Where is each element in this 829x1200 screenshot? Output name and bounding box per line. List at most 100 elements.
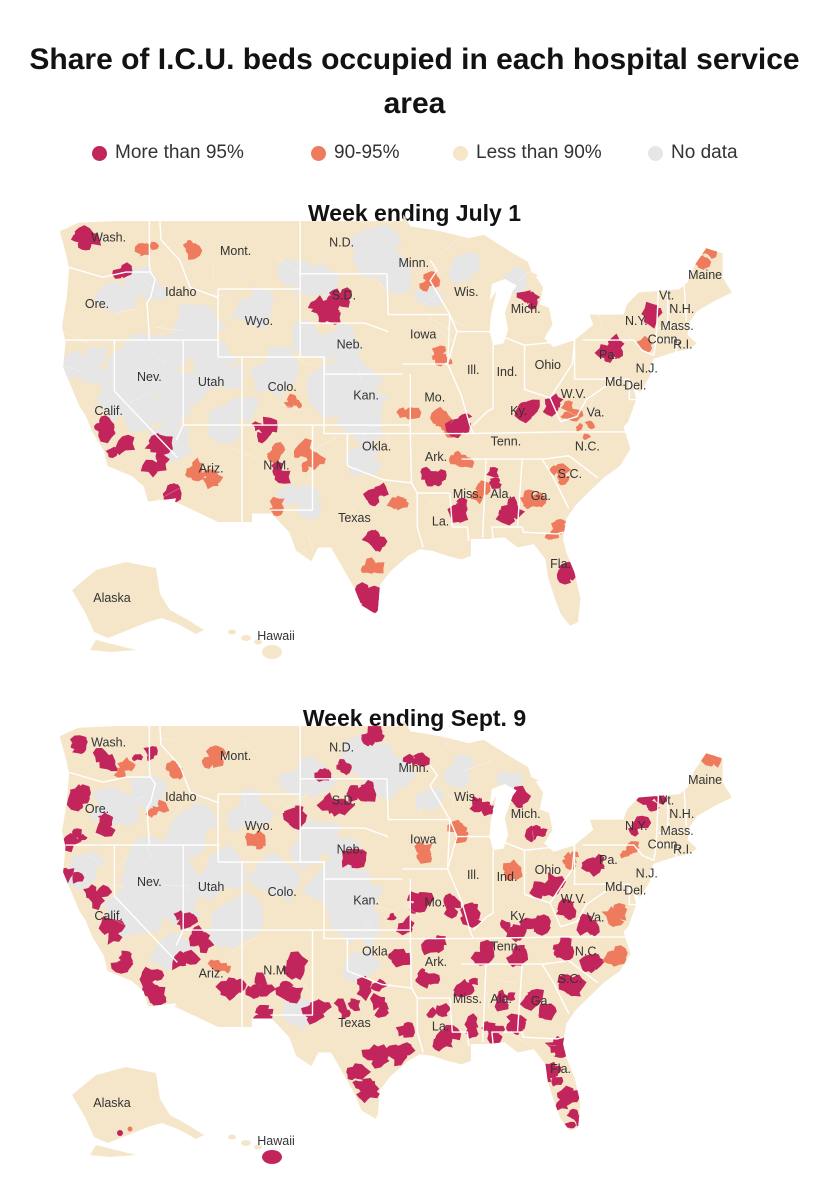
service-area-line bbox=[232, 501, 237, 503]
hotspot-high bbox=[366, 529, 380, 540]
hotspot-mid bbox=[292, 399, 302, 409]
state-border bbox=[217, 289, 243, 522]
service-area-line bbox=[279, 403, 301, 411]
hotspot-high bbox=[361, 732, 374, 747]
legend-swatch-high bbox=[92, 145, 107, 161]
state-border bbox=[300, 861, 403, 880]
hotspot-high bbox=[77, 239, 92, 251]
state-label: Alaska bbox=[93, 1096, 131, 1110]
state-label: Mo. bbox=[424, 895, 445, 909]
state-border bbox=[429, 764, 490, 838]
hotspot-high bbox=[121, 951, 134, 962]
service-area-line bbox=[64, 331, 90, 344]
hotspot-high bbox=[390, 948, 407, 960]
service-area-line bbox=[652, 382, 655, 385]
legend-label-high: More than 95% bbox=[115, 142, 244, 163]
alaska-peninsula bbox=[90, 1145, 136, 1157]
nodata-area bbox=[352, 236, 380, 271]
state-border bbox=[656, 844, 677, 857]
state-border bbox=[683, 788, 688, 827]
hotspot-high bbox=[459, 982, 473, 991]
hotspot-mid bbox=[708, 251, 718, 259]
service-area-line bbox=[452, 320, 468, 327]
hotspot-mid bbox=[182, 242, 194, 252]
hotspot-high bbox=[68, 798, 83, 811]
state-label: W.V. bbox=[561, 387, 586, 401]
state-label: Calif. bbox=[94, 404, 122, 418]
hotspot-high bbox=[567, 982, 581, 997]
service-area-line bbox=[403, 904, 424, 919]
hotspot-high bbox=[487, 1028, 503, 1047]
hotspot-mid bbox=[557, 476, 570, 486]
hotspot-high bbox=[145, 748, 155, 757]
hotspot-high bbox=[174, 951, 184, 963]
state-border bbox=[481, 964, 487, 1043]
hotspot-high bbox=[361, 1044, 381, 1061]
nodata-area bbox=[446, 754, 475, 777]
hotspot-high bbox=[155, 451, 166, 462]
hotspot-high bbox=[553, 951, 564, 958]
service-area-line bbox=[710, 590, 716, 600]
service-area-line bbox=[444, 792, 466, 808]
state-borders bbox=[65, 221, 688, 548]
state-label: Hawaii bbox=[257, 629, 295, 643]
service-area-mosaic bbox=[62, 224, 718, 616]
hotspot-mid bbox=[213, 959, 222, 968]
state-label: N.H. bbox=[669, 302, 694, 316]
service-area-line bbox=[646, 278, 670, 283]
state-label: Okla. bbox=[362, 440, 391, 454]
state-label: Utah bbox=[198, 880, 224, 894]
state-label: Okla. bbox=[362, 945, 391, 959]
state-border bbox=[656, 339, 677, 352]
hotspot-high bbox=[538, 1003, 557, 1021]
hotspot-high bbox=[356, 1091, 371, 1104]
hotspot-mid bbox=[575, 422, 583, 433]
state-border bbox=[446, 314, 451, 364]
hotspot-mid bbox=[157, 799, 170, 813]
state-border bbox=[113, 340, 178, 458]
service-area-line bbox=[585, 396, 596, 416]
state-border bbox=[346, 938, 424, 1053]
hotspot-high bbox=[398, 1026, 415, 1038]
hotspot-high bbox=[362, 1078, 380, 1098]
nodata-area bbox=[209, 405, 244, 435]
hotspot-mid bbox=[551, 518, 568, 535]
hotspot-mid bbox=[245, 832, 258, 846]
hotspot-high bbox=[533, 919, 544, 933]
state-label: Iowa bbox=[410, 327, 436, 341]
hotspot-mid bbox=[360, 565, 370, 573]
hotspot-high bbox=[357, 783, 377, 802]
state-border bbox=[323, 930, 411, 940]
hotspot-mid bbox=[150, 806, 160, 816]
state-label: Mass. bbox=[660, 824, 693, 838]
service-area-line bbox=[362, 433, 374, 452]
nodata-area bbox=[124, 333, 171, 373]
hotspot-high bbox=[402, 753, 415, 765]
hotspot-high bbox=[352, 1080, 365, 1090]
state-label: R.I. bbox=[673, 843, 692, 857]
hotspot-mid bbox=[150, 241, 160, 250]
state-border bbox=[386, 778, 450, 821]
hotspot-high bbox=[436, 1006, 447, 1015]
service-area-line bbox=[440, 233, 466, 254]
state-label: N.J. bbox=[636, 866, 658, 880]
hotspot-high bbox=[340, 766, 351, 776]
state-label: Neb. bbox=[337, 843, 363, 857]
hotspot-high bbox=[320, 769, 332, 780]
state-label: Ore. bbox=[85, 297, 109, 311]
nodata-area bbox=[446, 765, 471, 789]
state-label: S.D. bbox=[332, 288, 356, 302]
nodata-area bbox=[228, 396, 259, 424]
hawaii-inset bbox=[228, 629, 282, 659]
state-border bbox=[481, 459, 487, 538]
service-area-line bbox=[65, 366, 80, 371]
service-area-line bbox=[560, 407, 589, 422]
state-label: Ark. bbox=[425, 955, 447, 969]
state-label: Miss. bbox=[453, 992, 482, 1006]
nodata-area bbox=[152, 372, 181, 403]
service-area-line bbox=[464, 760, 493, 771]
hotspot-high bbox=[95, 822, 116, 837]
hotspot-high bbox=[540, 887, 554, 897]
state-label: Ohio bbox=[535, 863, 561, 877]
state-label: Tenn. bbox=[491, 940, 522, 954]
